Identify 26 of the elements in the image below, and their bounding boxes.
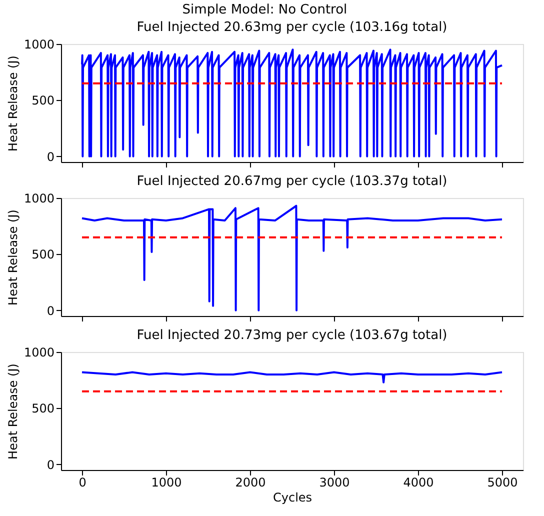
y-tick-label: 1000 (24, 346, 54, 360)
line-series (81, 48, 503, 158)
chart-title: Fuel Injected 20.67mg per cycle (103.37g total) (136, 174, 448, 189)
y-tick-label: 500 (32, 402, 54, 416)
y-tick-label: 0 (46, 150, 54, 164)
y-tick-label: 500 (32, 94, 54, 108)
y-axis-title: Heat Release (J) (6, 364, 20, 460)
y-tick-label: 1000 (24, 192, 54, 206)
chart-subtitle: Fuel Injected 20.63mg per cycle (103.16g total) (136, 20, 448, 35)
y-axis-title: Heat Release (J) (6, 56, 20, 152)
x-tick-label: 0 (78, 476, 86, 490)
line-series (81, 204, 503, 312)
chart-title: Simple Model: No Control (182, 2, 348, 18)
x-tick-label: 1000 (151, 476, 182, 490)
y-axis-title: Heat Release (J) (6, 210, 20, 306)
y-tick-label: 0 (46, 304, 54, 318)
x-axis-title: Cycles (272, 490, 312, 504)
line-series (81, 371, 503, 384)
y-tick-label: 1000 (24, 38, 54, 52)
x-tick-label: 2000 (235, 476, 266, 490)
x-tick-label: 4000 (403, 476, 434, 490)
x-tick-label: 5000 (487, 476, 518, 490)
chart-title: Fuel Injected 20.73mg per cycle (103.67g total) (136, 328, 448, 343)
y-tick-label: 0 (46, 458, 54, 472)
x-tick-label: 3000 (319, 476, 350, 490)
y-tick-label: 500 (32, 248, 54, 262)
